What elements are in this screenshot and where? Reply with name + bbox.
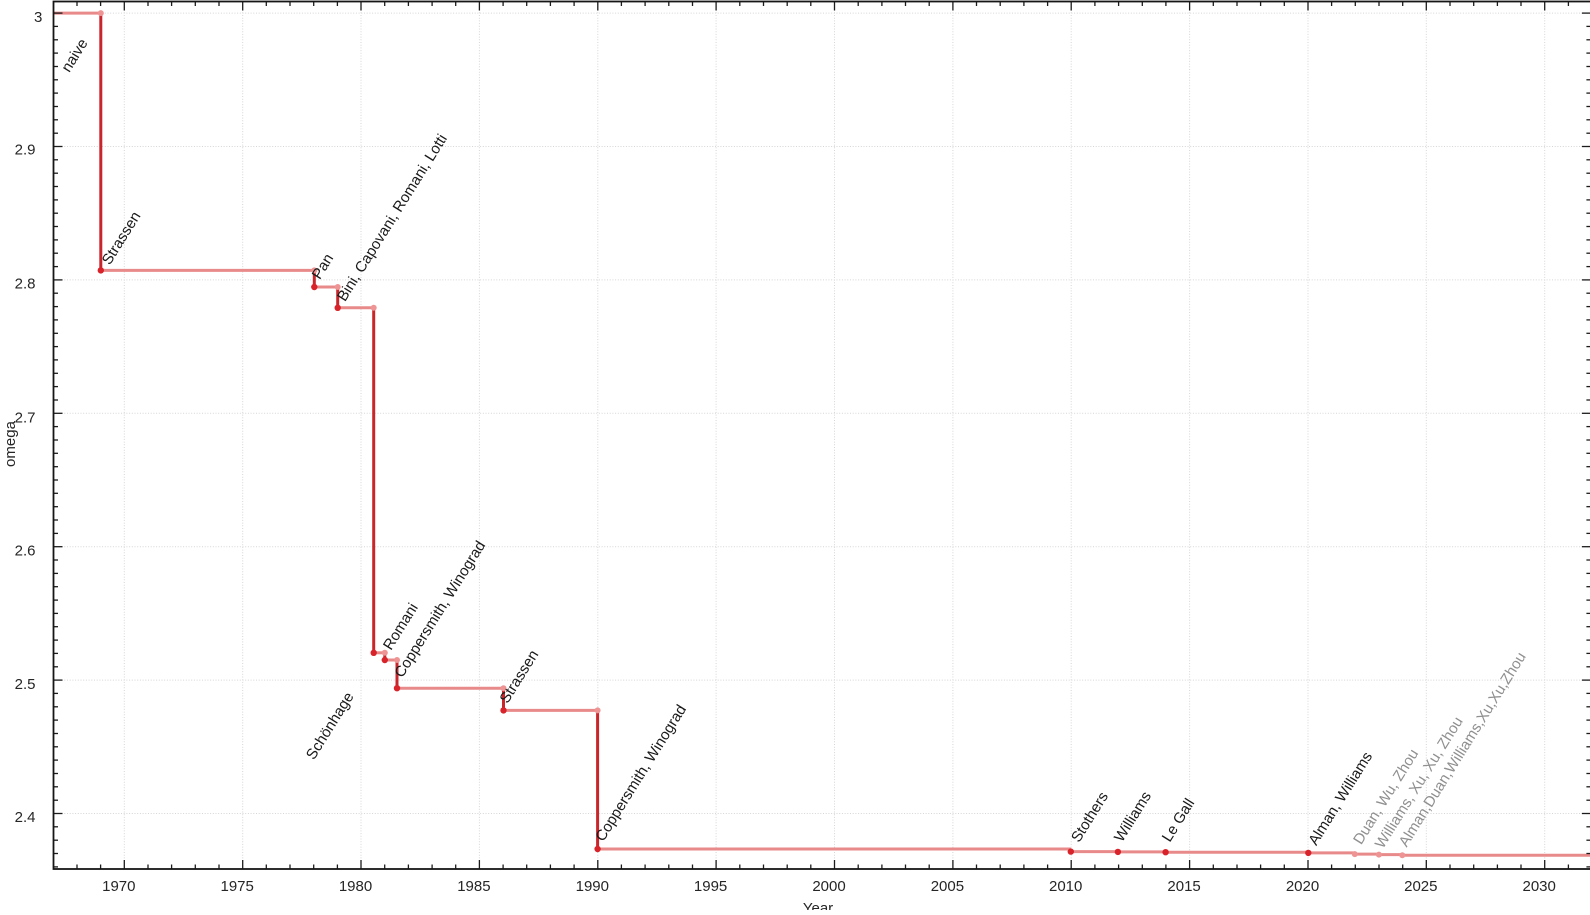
svg-text:1980: 1980 [339, 878, 372, 895]
svg-text:2010: 2010 [1049, 878, 1082, 895]
svg-text:2015: 2015 [1167, 878, 1200, 895]
svg-text:2000: 2000 [812, 878, 845, 895]
svg-text:2005: 2005 [931, 878, 964, 895]
svg-text:2020: 2020 [1286, 878, 1319, 895]
svg-text:omega: omega [2, 420, 19, 467]
svg-text:2.8: 2.8 [15, 275, 36, 292]
svg-text:Year: Year [803, 900, 833, 910]
svg-text:2025: 2025 [1404, 878, 1437, 895]
svg-text:1985: 1985 [457, 878, 490, 895]
svg-text:3: 3 [34, 9, 42, 26]
svg-text:2.4: 2.4 [15, 809, 36, 826]
svg-text:2.6: 2.6 [15, 543, 36, 560]
svg-text:2.5: 2.5 [15, 676, 36, 693]
svg-text:1990: 1990 [576, 878, 609, 895]
svg-text:1970: 1970 [102, 878, 135, 895]
svg-text:1995: 1995 [694, 878, 727, 895]
svg-text:2030: 2030 [1523, 878, 1556, 895]
svg-text:2.9: 2.9 [15, 141, 36, 158]
svg-text:1975: 1975 [221, 878, 254, 895]
